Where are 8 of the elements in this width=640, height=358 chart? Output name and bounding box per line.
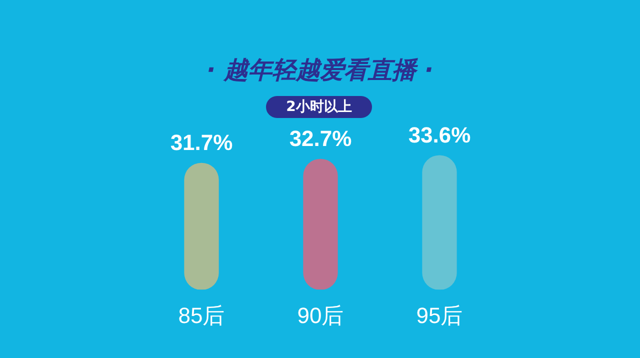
x-tick-label: 90后: [297, 302, 344, 328]
chart-title: · 越年轻越爱看直播 ·: [206, 55, 434, 86]
chart-subtitle: 2小时以上: [266, 96, 372, 118]
x-tick-label: 85后: [178, 302, 225, 328]
x-tick-label: 95后: [416, 302, 463, 328]
data-label: 32.7%: [289, 126, 352, 152]
data-label: 31.7%: [170, 130, 233, 156]
data-label: 33.6%: [408, 122, 471, 148]
